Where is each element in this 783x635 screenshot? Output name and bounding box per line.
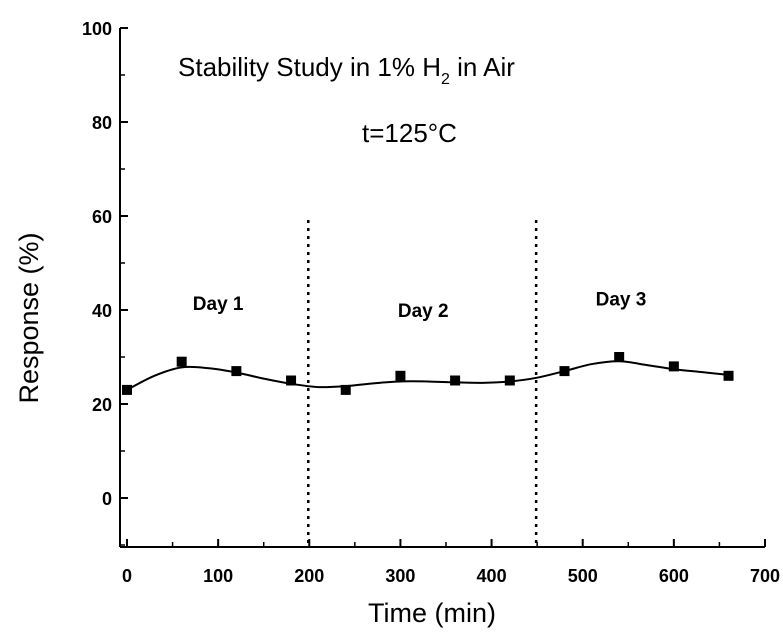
x-tick-label: 0 [122,566,132,586]
data-point [668,361,679,372]
day-dividers [307,220,538,547]
tick-labels: 0 20 40 60 80 100 0 100 200 300 400 500 600 700 Day 1 D… [82,19,780,586]
chart-annotation-title: Stability Study in 1% H2 in Air [178,52,515,88]
fit-curve-line [126,360,729,391]
data-point [450,375,461,386]
x-tick-label: 200 [294,566,324,586]
data-point [286,375,297,386]
y-tick-label: 60 [92,207,112,227]
day-label: Day 2 [398,301,449,322]
x-tick-label: 500 [568,566,598,586]
axes [119,27,766,548]
data-point [176,356,187,367]
day-label: Day 1 [193,294,244,315]
x-tick-label: 300 [385,566,415,586]
data-point [395,370,406,381]
x-tick-label: 100 [203,566,233,586]
day-label: Day 3 [596,289,647,310]
data-point [504,375,515,386]
y-tick-label: 40 [92,301,112,321]
data-point [340,384,351,395]
x-tick-label: 400 [477,566,507,586]
temperature-annotation: t=125°C [362,118,457,148]
y-tick-label: 0 [102,489,112,509]
data-point [231,366,242,377]
fit-curve [126,360,729,391]
data-points [122,352,734,395]
y-tick-label: 80 [92,113,112,133]
y-axis-title: Response (%) [14,232,44,403]
x-tick-label: 700 [750,566,780,586]
x-axis-title: Time (min) [368,598,496,628]
data-point [122,384,132,395]
y-tick-label: 20 [92,395,112,415]
data-point [559,366,570,377]
y-tick-label: 100 [82,19,112,39]
data-point [723,370,734,381]
x-tick-label: 600 [659,566,689,586]
data-point [614,352,625,362]
